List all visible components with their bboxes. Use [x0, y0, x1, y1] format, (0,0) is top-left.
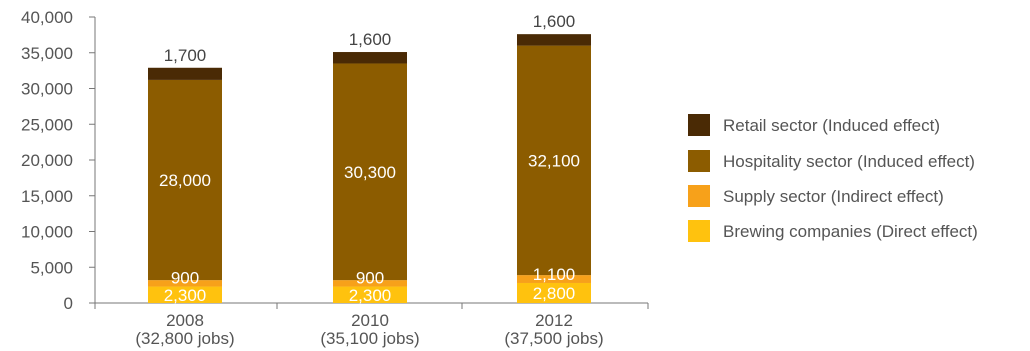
- y-tick-label: 20,000: [21, 151, 73, 170]
- bar-segment: [517, 275, 591, 283]
- bar-segment: [148, 286, 222, 303]
- legend-label: Supply sector (Indirect effect): [723, 187, 944, 206]
- y-tick-label: 5,000: [30, 258, 73, 277]
- data-label: 2,300: [164, 286, 207, 305]
- legend-swatch: [688, 150, 710, 172]
- x-category-label: 2012: [535, 311, 573, 330]
- bar-segment: [333, 63, 407, 281]
- y-tick-label: 10,000: [21, 223, 73, 242]
- data-label: 1,100: [533, 265, 576, 284]
- y-tick-label: 0: [64, 294, 73, 313]
- bars: 2,30090028,0001,7002,30090030,3001,6002,…: [148, 12, 591, 305]
- legend-item: Supply sector (Indirect effect): [688, 185, 944, 207]
- legend-swatch: [688, 114, 710, 136]
- data-label: 1,700: [164, 46, 207, 65]
- legend-label: Brewing companies (Direct effect): [723, 222, 978, 241]
- y-axis: 0 5,000 10,000 15,000 20,000 25,000 30,000 35,0…: [21, 8, 96, 313]
- data-label: 28,000: [159, 171, 211, 190]
- bar-segment: [333, 286, 407, 303]
- y-tick-label: 40,000: [21, 8, 73, 27]
- x-category-label: 2008: [166, 311, 204, 330]
- data-label: 900: [171, 269, 199, 288]
- bar-segment: [333, 280, 407, 287]
- x-category-sublabel: (37,500 jobs): [504, 329, 603, 348]
- data-label: 2,800: [533, 284, 576, 303]
- x-category-label: 2010: [351, 311, 389, 330]
- legend-swatch: [688, 220, 710, 242]
- data-label: 900: [356, 269, 384, 288]
- legend-label: Hospitality sector (Induced effect): [723, 152, 975, 171]
- legend-item: Retail sector (Induced effect): [688, 114, 940, 136]
- legend-swatch: [688, 185, 710, 207]
- y-tick-label: 25,000: [21, 115, 73, 134]
- legend-item: Brewing companies (Direct effect): [688, 220, 978, 242]
- bar-segment: [148, 79, 222, 281]
- data-label: 30,300: [344, 163, 396, 182]
- bar-segment: [517, 282, 591, 303]
- y-tick-label: 15,000: [21, 187, 73, 206]
- data-label: 1,600: [533, 12, 576, 31]
- y-tick-label: 35,000: [21, 44, 73, 63]
- x-category-sublabel: (35,100 jobs): [320, 329, 419, 348]
- data-label: 1,600: [349, 30, 392, 49]
- data-label: 2,300: [349, 286, 392, 305]
- legend-label: Retail sector (Induced effect): [723, 116, 940, 135]
- legend-item: Hospitality sector (Induced effect): [688, 150, 975, 172]
- bar-segment: [517, 45, 591, 276]
- bar-segment: [148, 67, 222, 80]
- y-tick-label: 30,000: [21, 80, 73, 99]
- x-axis: 2008(32,800 jobs) 2010(35,100 jobs) 2012(3…: [94, 302, 649, 348]
- data-label: 32,100: [528, 151, 580, 170]
- x-category-sublabel: (32,800 jobs): [135, 329, 234, 348]
- bar-segment: [333, 52, 407, 64]
- bar-segment: [148, 280, 222, 287]
- legend: Retail sector (Induced effect) Hospitalit…: [688, 114, 978, 242]
- bar-segment: [517, 34, 591, 46]
